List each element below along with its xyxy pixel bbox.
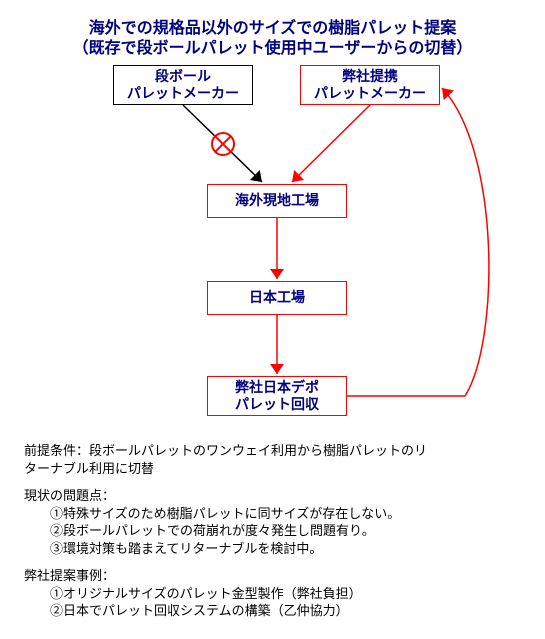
node-partner-maker: 弊社提携パレットメーカー bbox=[300, 65, 440, 105]
node-label: 弊社日本デポパレット回収 bbox=[235, 379, 319, 414]
node-cardboard-maker: 段ボールパレットメーカー bbox=[113, 65, 253, 105]
node-label: 海外現地工場 bbox=[235, 192, 319, 210]
node-overseas-factory: 海外現地工場 bbox=[207, 184, 347, 218]
title-line-2: （既存で段ボールパレット使用中ユーザーからの切替） bbox=[0, 34, 545, 58]
node-depot: 弊社日本デポパレット回収 bbox=[207, 376, 347, 416]
proposal-text: 弊社提案事例： ①オリジナルサイズのパレット金型製作（弊社負担） ②日本でパレッ… bbox=[24, 567, 362, 620]
node-label: 日本工場 bbox=[249, 289, 305, 307]
problems-text: 現状の問題点： ①特殊サイズのため樹脂パレットに同サイズが存在しない。 ②段ボー… bbox=[24, 487, 400, 557]
precondition-text: 前提条件：段ボールパレットのワンウェイ利用から樹脂パレットのリターナブル利用に切… bbox=[24, 442, 427, 477]
node-label: 段ボールパレットメーカー bbox=[127, 68, 239, 103]
node-label: 弊社提携パレットメーカー bbox=[314, 68, 426, 103]
node-japan-factory: 日本工場 bbox=[207, 281, 347, 315]
